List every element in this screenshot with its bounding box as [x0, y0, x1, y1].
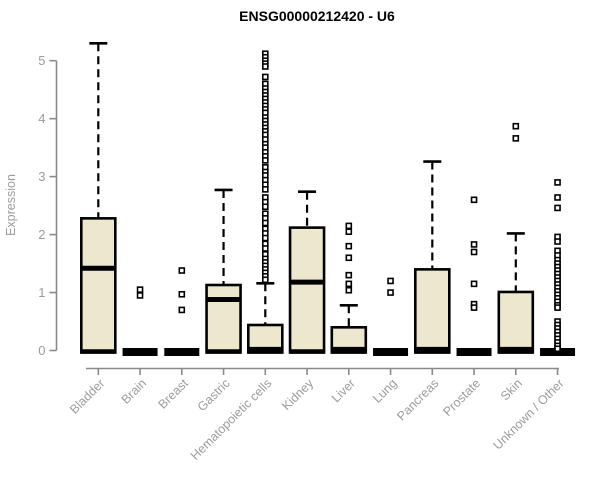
outlier-point [554, 194, 561, 201]
x-tick-label: Pancreas [394, 376, 441, 423]
outlier-point [470, 304, 478, 311]
box [413, 268, 451, 354]
outlier-point [345, 280, 353, 288]
outlier-point [345, 242, 353, 250]
collapsed-box [164, 348, 200, 356]
outlier-point [136, 286, 144, 293]
box [80, 217, 117, 354]
outlier-point [512, 135, 520, 142]
x-tick-label: Kidney [279, 376, 316, 413]
outlier-point [470, 248, 478, 256]
outlier-point [470, 196, 478, 204]
outlier-point [261, 245, 269, 252]
outlier-point [512, 122, 520, 130]
outlier-point [387, 289, 394, 296]
outlier-point [136, 292, 144, 299]
outlier-point [387, 277, 394, 285]
outlier-point [261, 219, 269, 227]
x-tick-label: Unknown / Other [490, 376, 566, 452]
outlier-point [345, 254, 353, 262]
x-tick-label: Bladder [67, 376, 107, 416]
outlier-point [178, 290, 186, 298]
outlier-point [261, 203, 269, 211]
outlier-point [178, 306, 186, 314]
outlier-point [345, 286, 353, 294]
outlier-point [261, 157, 269, 164]
outlier-point [554, 304, 561, 311]
x-tick-label: Breast [155, 376, 191, 412]
y-tick-label: 5 [38, 53, 45, 68]
collapsed-box [373, 348, 409, 356]
outlier-point [554, 204, 561, 212]
outlier-point [345, 228, 353, 235]
plot-body: 0 1 2 3 4 5 Bladder Brain Breast GastricHematopoi… [38, 42, 576, 463]
outlier-point [261, 234, 269, 242]
outlier-point [554, 345, 561, 353]
box [205, 283, 242, 354]
x-tick-label: Brain [119, 376, 150, 407]
outlier-point [178, 267, 186, 274]
y-tick-label: 1 [38, 285, 45, 300]
y-axis-title: Expression [4, 174, 18, 236]
outlier-point [345, 222, 353, 230]
collapsed-box [456, 348, 492, 356]
box [288, 226, 326, 354]
outlier-point [554, 179, 561, 186]
outlier-point [345, 271, 353, 279]
outlier-point [470, 241, 478, 248]
y-tick-label: 4 [38, 111, 45, 126]
outlier-point [261, 276, 269, 284]
x-tick-label: Hematopoietic cells [188, 376, 275, 463]
y-tick-label: 3 [38, 169, 45, 184]
x-tick-label: Liver [329, 376, 358, 405]
outlier-point [470, 280, 478, 288]
x-tick-label: Prostate [440, 376, 483, 419]
chart-title: ENSG00000212420 - U6 [239, 8, 395, 24]
x-tick-label: Skin [498, 376, 525, 403]
outlier-point [261, 63, 269, 70]
y-tick-label: 0 [38, 343, 45, 358]
x-tick-label: Gastric [195, 376, 233, 414]
x-tick-label: Lung [370, 376, 400, 406]
box [497, 290, 535, 354]
outlier-point [261, 73, 269, 81]
outlier-point [261, 186, 269, 193]
collapsed-box [122, 348, 158, 356]
outlier-point [554, 238, 561, 245]
y-tick-label: 2 [38, 227, 45, 242]
